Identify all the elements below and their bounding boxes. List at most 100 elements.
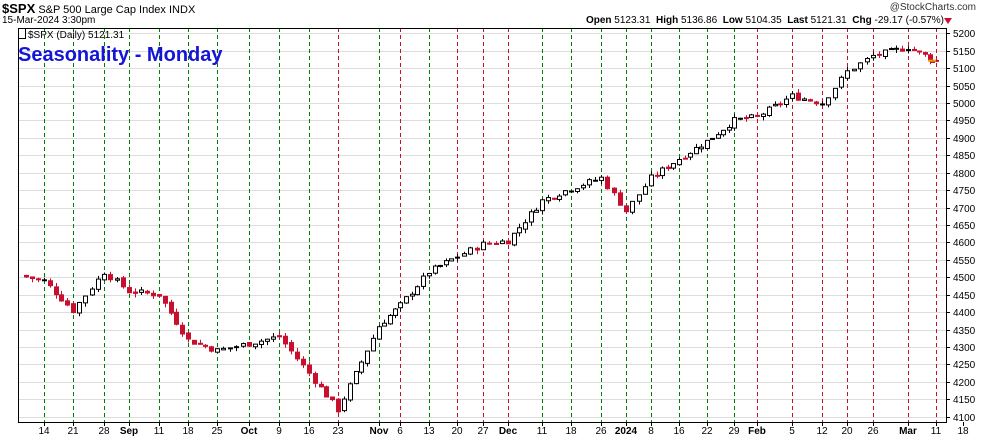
candle-body xyxy=(487,242,492,245)
candle-body xyxy=(660,167,665,177)
candle-body xyxy=(721,129,726,136)
candle-body xyxy=(738,117,743,120)
x-tick-label: Feb xyxy=(748,426,766,437)
candle-body xyxy=(889,48,894,51)
y-tick-label: 4550 xyxy=(953,256,976,267)
candle-body xyxy=(529,211,534,223)
candle-body xyxy=(618,192,623,206)
candle-body xyxy=(761,113,766,118)
candle-body xyxy=(732,117,737,129)
symbol-name: S&P 500 Large Cap Index xyxy=(38,4,166,16)
candle-body xyxy=(778,103,783,106)
x-tick-label: 11 xyxy=(154,426,165,437)
x-tick-label: 2024 xyxy=(615,426,638,437)
symbol: $SPX xyxy=(2,1,36,16)
candle-body xyxy=(449,258,454,262)
candle-body xyxy=(247,342,252,347)
candle-body xyxy=(506,240,511,245)
candle-body xyxy=(221,347,226,351)
candle-body xyxy=(845,70,850,79)
candle-body xyxy=(790,93,795,99)
candle-body xyxy=(593,179,598,182)
last-value: 5121.31 xyxy=(810,15,847,26)
x-tick-label: 9 xyxy=(276,426,282,437)
candle-body xyxy=(313,373,318,384)
candle-body xyxy=(209,346,214,352)
candle-body xyxy=(203,344,208,347)
high-value: 5136.86 xyxy=(681,15,718,26)
x-tick-label: 13 xyxy=(423,426,435,437)
candle-body xyxy=(198,342,203,345)
candle-body xyxy=(796,92,801,101)
last-label: Last xyxy=(787,15,808,26)
candle-body xyxy=(630,200,635,213)
y-tick-label: 4800 xyxy=(953,169,976,180)
candle-body xyxy=(215,348,220,353)
candle-body xyxy=(710,137,715,140)
candle-body xyxy=(649,174,654,187)
candle-body xyxy=(917,50,922,53)
candle-body xyxy=(727,127,732,131)
x-tick-label: 26 xyxy=(595,426,607,437)
brand-label[interactable]: @StockCharts.com xyxy=(889,2,976,13)
x-tick-label: 20 xyxy=(451,426,463,437)
candle-body xyxy=(666,166,671,169)
candle-body xyxy=(83,295,88,304)
candle-body xyxy=(871,54,876,59)
candle-body xyxy=(612,187,617,194)
x-tick-label: 29 xyxy=(728,426,740,437)
candle-body xyxy=(744,117,749,120)
candle-body xyxy=(767,106,772,117)
price-stats: Open 5123.31 High 5136.86 Low 5104.35 La… xyxy=(586,15,944,26)
candle-body xyxy=(228,347,233,350)
candle-body xyxy=(438,264,443,267)
candle-body xyxy=(174,311,179,325)
candle-body xyxy=(858,62,863,70)
y-tick-label: 4350 xyxy=(953,326,976,337)
x-tick-label: 20 xyxy=(841,426,853,437)
candle-body xyxy=(410,293,415,297)
y-tick-label: 4900 xyxy=(953,134,976,145)
candle-body xyxy=(151,292,156,297)
candle-body xyxy=(581,184,586,189)
x-tick-label: 28 xyxy=(98,426,110,437)
seasonality-title: Seasonality - Monday xyxy=(18,44,223,66)
chg-label: Chg xyxy=(852,15,872,26)
candle-body xyxy=(301,358,306,366)
x-tick-label: Dec xyxy=(499,426,518,437)
x-tick-label: 11 xyxy=(537,426,548,437)
chart-timestamp: 15-Mar-2024 3:30pm xyxy=(2,15,96,26)
x-tick-label: 22 xyxy=(701,426,713,437)
y-tick-label: 4850 xyxy=(953,151,976,162)
candle-body xyxy=(808,99,813,102)
open-label: Open xyxy=(585,15,612,26)
candle-body xyxy=(494,242,499,245)
candle-body xyxy=(359,361,364,373)
candle-body xyxy=(102,273,107,281)
candle-body xyxy=(865,57,870,63)
candle-body xyxy=(307,364,312,374)
candle-body xyxy=(42,279,47,282)
candle-body xyxy=(826,97,831,106)
y-tick-label: 4750 xyxy=(953,186,976,197)
candle-body xyxy=(749,114,754,119)
y-tick-label: 4950 xyxy=(953,116,976,127)
low-label: Low xyxy=(722,15,743,26)
candle-body xyxy=(462,253,467,257)
candle-body xyxy=(133,291,138,294)
candle-body xyxy=(705,139,710,149)
candle-body xyxy=(265,338,270,342)
candle-body xyxy=(330,396,335,401)
candle-body xyxy=(157,294,162,297)
candle-body xyxy=(802,98,807,101)
candle-body xyxy=(48,280,53,287)
candle-body xyxy=(180,324,185,335)
x-tick-label: Mar xyxy=(899,426,917,437)
candle-body xyxy=(54,286,59,296)
candle-body xyxy=(455,256,460,259)
candle-body xyxy=(655,174,660,177)
candle-body xyxy=(546,197,551,202)
y-tick-label: 4650 xyxy=(953,221,976,232)
x-tick-label: 27 xyxy=(477,426,489,437)
candle-body xyxy=(677,159,682,166)
